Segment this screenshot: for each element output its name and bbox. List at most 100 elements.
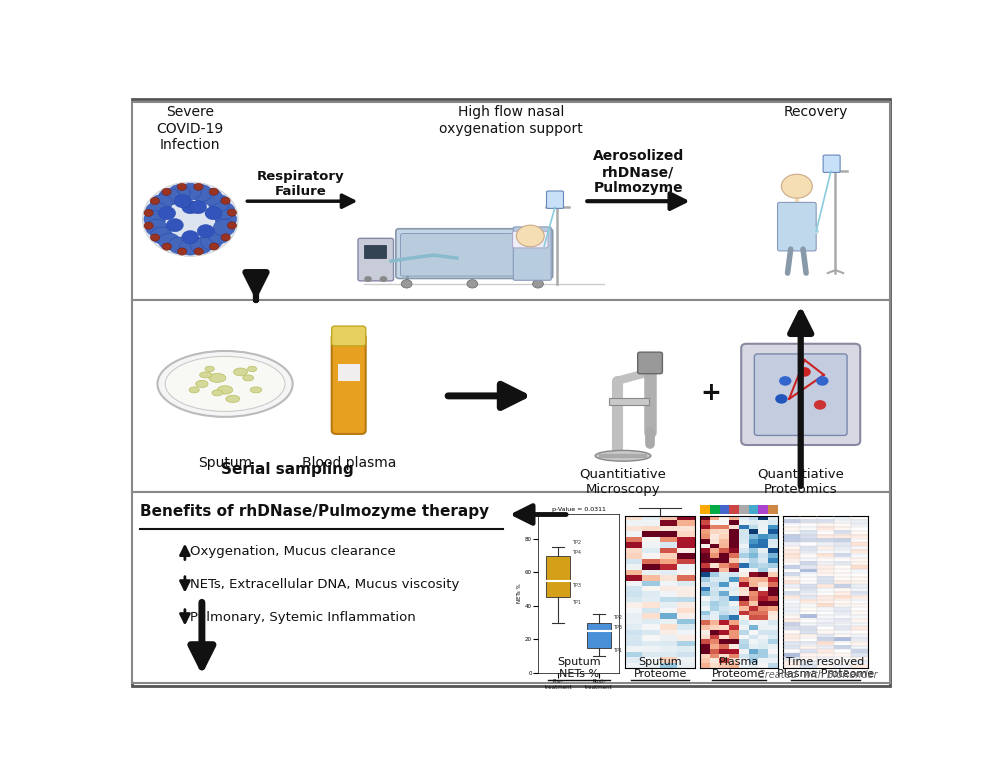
FancyBboxPatch shape (358, 238, 394, 281)
Circle shape (227, 209, 236, 216)
Circle shape (209, 188, 218, 195)
Circle shape (177, 248, 186, 255)
Circle shape (200, 233, 222, 250)
Ellipse shape (205, 366, 214, 372)
Circle shape (159, 207, 175, 219)
Circle shape (159, 188, 180, 205)
Circle shape (516, 225, 544, 247)
Circle shape (166, 219, 183, 232)
Bar (364, 245, 386, 258)
Circle shape (193, 184, 203, 191)
Text: Quantitiative
Proteomics: Quantitiative Proteomics (758, 468, 844, 496)
Circle shape (380, 276, 387, 282)
Ellipse shape (250, 387, 262, 393)
FancyBboxPatch shape (332, 326, 366, 346)
Circle shape (190, 184, 212, 202)
Text: Oxygenation, Mucus clearance: Oxygenation, Mucus clearance (190, 545, 396, 558)
Text: Plasma
Proteome: Plasma Proteome (712, 657, 766, 678)
Circle shape (162, 188, 171, 195)
Circle shape (532, 279, 543, 288)
Ellipse shape (212, 390, 222, 396)
Circle shape (143, 182, 238, 256)
Circle shape (197, 225, 214, 238)
FancyBboxPatch shape (401, 233, 532, 276)
Text: Pulmonary, Sytemic Inflammation: Pulmonary, Sytemic Inflammation (190, 611, 416, 624)
Circle shape (181, 230, 198, 244)
Circle shape (208, 194, 230, 212)
FancyBboxPatch shape (741, 344, 860, 445)
Circle shape (776, 394, 788, 404)
Circle shape (215, 211, 236, 227)
Ellipse shape (595, 450, 651, 461)
Text: Respiratory
Failure: Respiratory Failure (257, 170, 345, 198)
Text: Created  with BioRender: Created with BioRender (759, 671, 878, 681)
FancyBboxPatch shape (332, 334, 366, 434)
Ellipse shape (217, 386, 233, 394)
Circle shape (144, 222, 154, 230)
Ellipse shape (199, 372, 212, 378)
Text: Blood plasma: Blood plasma (301, 456, 396, 470)
Circle shape (168, 237, 190, 254)
Ellipse shape (195, 380, 208, 387)
Circle shape (144, 211, 166, 227)
Text: Aerosolized
rhDNase/
Pulmozyme: Aerosolized rhDNase/ Pulmozyme (593, 149, 684, 195)
Text: NETs, Extracellular DNA, Mucus viscosity: NETs, Extracellular DNA, Mucus viscosity (190, 578, 460, 591)
Circle shape (221, 197, 230, 205)
Circle shape (208, 227, 230, 244)
Circle shape (227, 222, 236, 229)
Circle shape (782, 174, 813, 198)
Text: Sputum
Proteome: Sputum Proteome (633, 657, 687, 678)
Ellipse shape (158, 351, 293, 417)
Circle shape (779, 376, 792, 386)
Text: High flow nasal
oxygenation support: High flow nasal oxygenation support (439, 105, 583, 135)
Circle shape (151, 194, 172, 212)
Circle shape (168, 184, 190, 202)
Circle shape (146, 219, 167, 236)
Circle shape (190, 237, 212, 254)
FancyBboxPatch shape (546, 191, 563, 209)
Circle shape (213, 202, 235, 219)
Text: Quantitiative
Microscopy: Quantitiative Microscopy (579, 468, 666, 496)
Ellipse shape (247, 366, 257, 372)
Ellipse shape (166, 356, 285, 412)
Polygon shape (133, 100, 889, 686)
Circle shape (177, 184, 186, 191)
Ellipse shape (208, 373, 226, 383)
Circle shape (200, 188, 222, 205)
Circle shape (163, 243, 171, 251)
Circle shape (179, 238, 201, 255)
FancyBboxPatch shape (824, 155, 840, 173)
Circle shape (194, 248, 203, 255)
Circle shape (817, 376, 829, 386)
Polygon shape (133, 492, 889, 683)
Text: Serial sampling: Serial sampling (220, 462, 353, 477)
Circle shape (205, 207, 222, 219)
Polygon shape (133, 300, 889, 492)
Circle shape (151, 227, 172, 244)
FancyBboxPatch shape (755, 354, 847, 436)
Text: Benefits of rhDNase/Pulmozyme therapy: Benefits of rhDNase/Pulmozyme therapy (140, 503, 490, 519)
Bar (609, 398, 649, 405)
Circle shape (799, 367, 811, 377)
Text: Time resolved
Plasma Proteome: Time resolved Plasma Proteome (777, 657, 874, 678)
Circle shape (467, 279, 478, 288)
Polygon shape (133, 103, 889, 300)
Ellipse shape (243, 375, 253, 381)
Bar (338, 364, 360, 381)
Circle shape (209, 243, 218, 250)
Text: +: + (700, 381, 721, 405)
Text: Sputum: Sputum (198, 456, 252, 470)
Circle shape (364, 276, 372, 282)
FancyBboxPatch shape (512, 231, 548, 248)
Circle shape (146, 202, 167, 219)
Circle shape (144, 209, 154, 216)
Text: Sputum
NETs %: Sputum NETs % (557, 657, 601, 678)
Circle shape (159, 233, 180, 250)
Circle shape (814, 400, 827, 410)
Text: Recovery: Recovery (784, 105, 848, 119)
Circle shape (151, 234, 160, 241)
FancyBboxPatch shape (513, 227, 551, 280)
Circle shape (401, 279, 412, 288)
Circle shape (138, 178, 243, 260)
Circle shape (181, 201, 198, 214)
